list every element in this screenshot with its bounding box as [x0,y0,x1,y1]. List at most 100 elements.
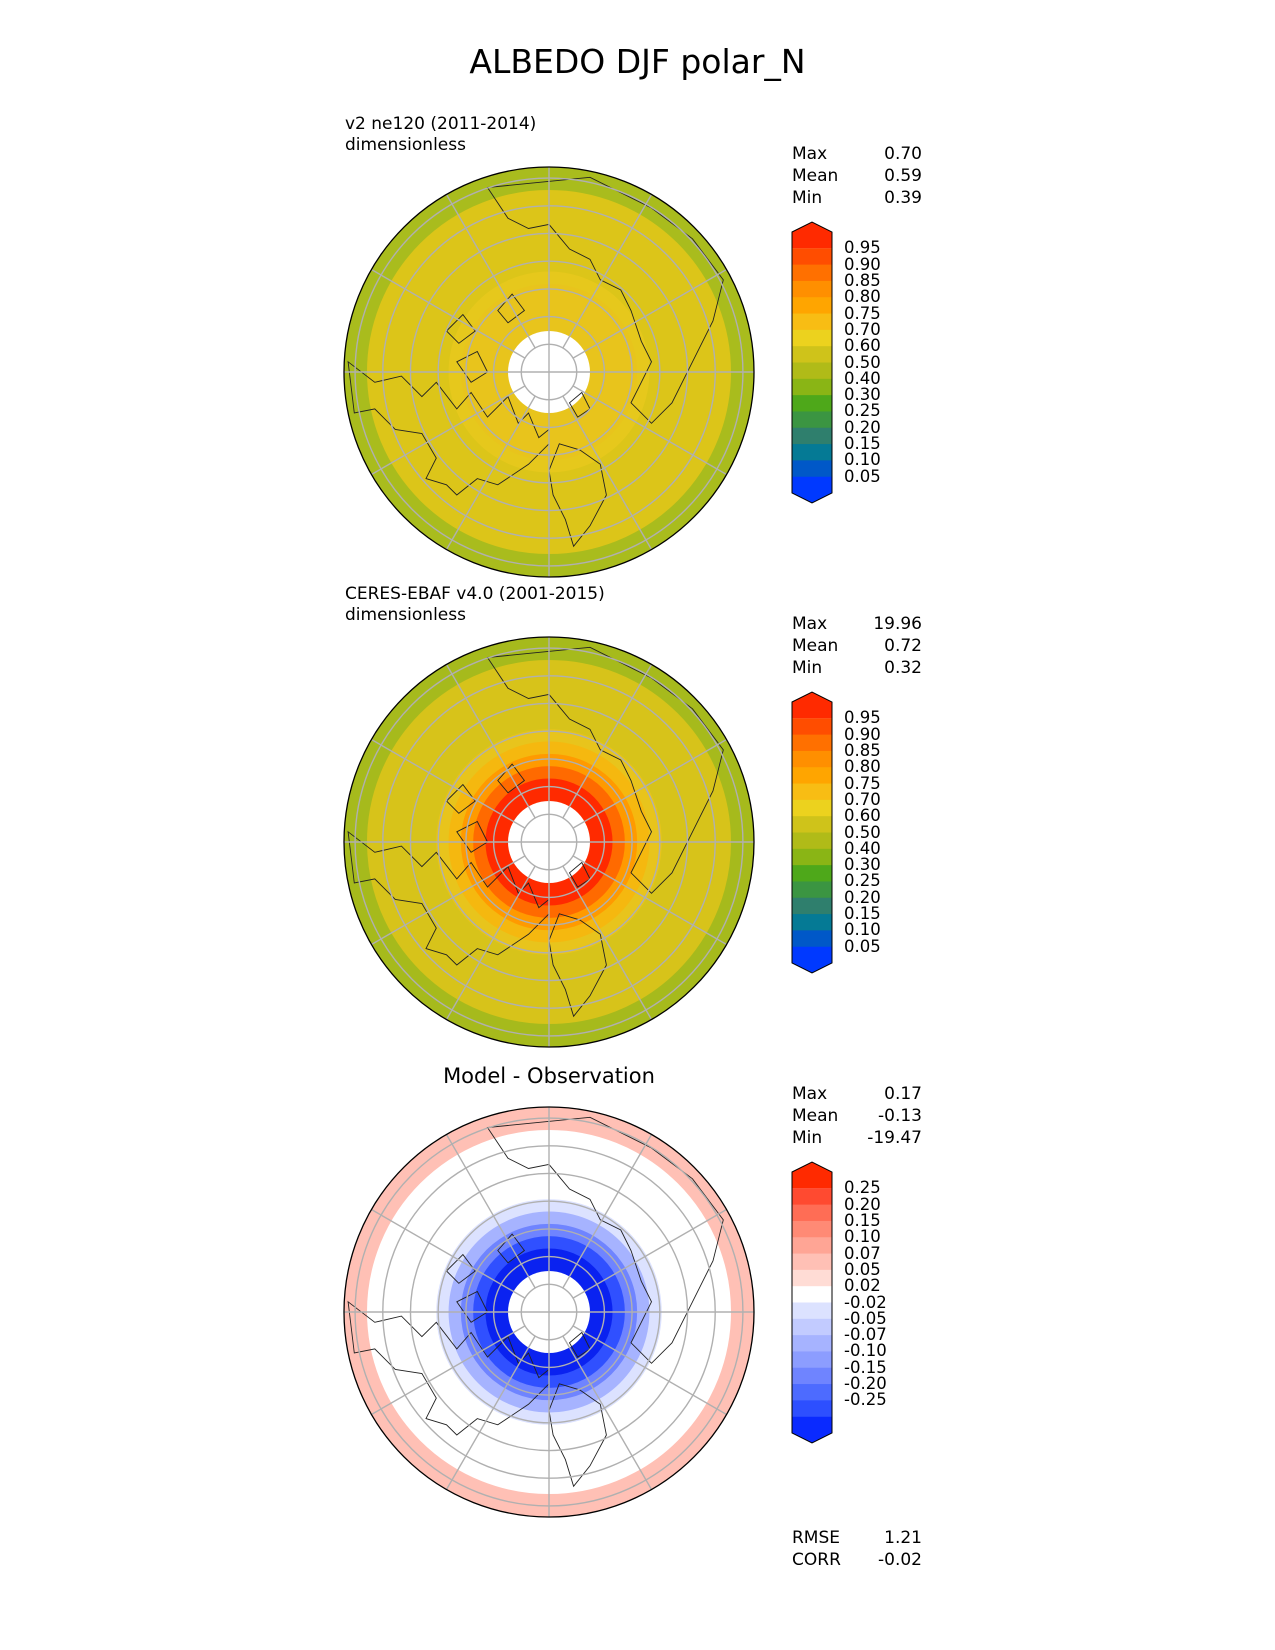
colorbar-segment [792,832,832,850]
colorbar [791,1161,833,1444]
field-outer-band [344,1107,754,1517]
meridian-gridline [371,1325,526,1416]
latitude-gridline [492,315,606,429]
stat-label: CORR [792,1550,841,1570]
colorbar-tick-label: 0.70 [844,319,881,339]
colorbar-segment [792,1253,832,1271]
colorbar-segment [792,1269,832,1287]
colorbar-segment [792,783,832,801]
colorbar-tick-label: 0.15 [844,434,881,454]
latitude-gridline [354,647,744,1037]
field-ring [448,1211,650,1413]
meridian-gridline [572,1208,727,1299]
stat-row-mean: Mean -0.13 [792,1105,922,1127]
missing-data-hole [508,331,590,413]
colorbar-tick-label: 0.80 [844,757,881,777]
meridian-gridline [562,194,653,349]
stat-row-max: Max 0.17 [792,1083,922,1105]
coastline [486,1116,724,1364]
coastline [568,861,591,888]
colorbar-segment [792,297,832,315]
meridian-gridline [445,865,536,1020]
colorbar-tick-label: 0.15 [844,1210,881,1230]
colorbar-extend-max [792,692,832,719]
stat-row-rmse: RMSE 1.21 [792,1527,922,1549]
field-outer-band [344,637,754,1047]
colorbar-segment [792,1367,832,1385]
colorbar-tick-label: 0.90 [844,254,881,274]
coastline [456,1290,489,1323]
meridian-gridline [371,268,526,359]
meridian-gridline [371,855,526,946]
stat-value: 19.96 [873,614,922,634]
colorbar-segment [792,248,832,266]
coastline [548,1383,607,1488]
colorbar-tick-label: 0.20 [844,887,881,907]
field-ring [485,778,613,906]
colorbar-segment [792,881,832,899]
meridian-gridline [562,1134,653,1289]
colorbar-segment [792,767,832,785]
stat-label: Mean [792,1106,839,1126]
stat-row-min: Min -19.47 [792,1127,922,1149]
meridian-gridline [572,385,727,476]
stat-value: 0.59 [884,166,922,186]
colorbar-segment [792,460,832,478]
colorbar-segment [792,329,832,347]
colorbar-tick-label: -0.02 [844,1292,887,1312]
latitude-gridline [382,675,716,1009]
colorbar-extend-max [792,222,832,249]
latitude-gridline [382,1145,716,1479]
colorbar-segment [792,1384,832,1401]
colorbar-tick-label: 0.60 [844,806,881,826]
colorbar-tick-label: -0.07 [844,1325,887,1345]
coastline [548,913,607,1018]
colorbar-segment [792,1400,832,1418]
colorbar-segment [792,1237,832,1255]
colorbar-tick-label: 0.60 [844,336,881,356]
colorbar-frame [791,691,833,974]
coastline [445,1253,476,1284]
field-ring [473,766,625,918]
panel-subtitle: CERES-EBAF v4.0 (2001-2015) [345,584,605,604]
missing-data-hole [508,1271,590,1353]
field-ring [460,1223,638,1401]
colorbar-segment [792,1188,832,1206]
colorbar-tick-label: 0.30 [844,855,881,875]
colorbar-tick-label: 0.20 [844,417,881,437]
colorbar-tick-label: 0.75 [844,773,881,793]
colorbar-tick-label: -0.10 [844,1341,887,1361]
colorbar-tick-label: 0.75 [844,303,881,323]
map-border [343,166,755,578]
colorbar-tick-label: 0.05 [844,1259,881,1279]
meridian-gridline [572,1325,727,1416]
panel-units: dimensionless [345,135,466,155]
colorbar-tick-label: -0.20 [844,1374,887,1394]
stat-label: Min [792,1128,823,1148]
panel-units: dimensionless [345,605,466,625]
colorbar-segment [792,865,832,882]
missing-data-hole [508,801,590,883]
field-ring [448,741,650,943]
stat-label: Max [792,1084,828,1104]
colorbar-tick-label: 0.95 [844,238,881,258]
colorbar-segment [792,1335,832,1352]
colorbar-tick-label: 0.20 [844,1194,881,1214]
meridian-gridline [562,395,653,550]
latitude-gridline [409,702,689,982]
colorbar-tick-label: 0.90 [844,724,881,744]
colorbar-tick-label: 0.02 [844,1276,881,1296]
colorbar-segment [792,1351,832,1369]
colorbar-segment [792,897,832,915]
meridian-gridline [562,1335,653,1490]
colorbar-segment [792,1286,832,1303]
colorbar-segment [792,313,832,331]
stat-row-mean: Mean 0.59 [792,165,922,187]
colorbar-tick-label: 0.05 [844,936,881,956]
stat-row-mean: Mean 0.72 [792,635,922,657]
polar-map [344,167,754,577]
latitude-gridline [382,205,716,539]
field-base [344,1107,754,1517]
colorbar-tick-label: 0.40 [844,838,881,858]
